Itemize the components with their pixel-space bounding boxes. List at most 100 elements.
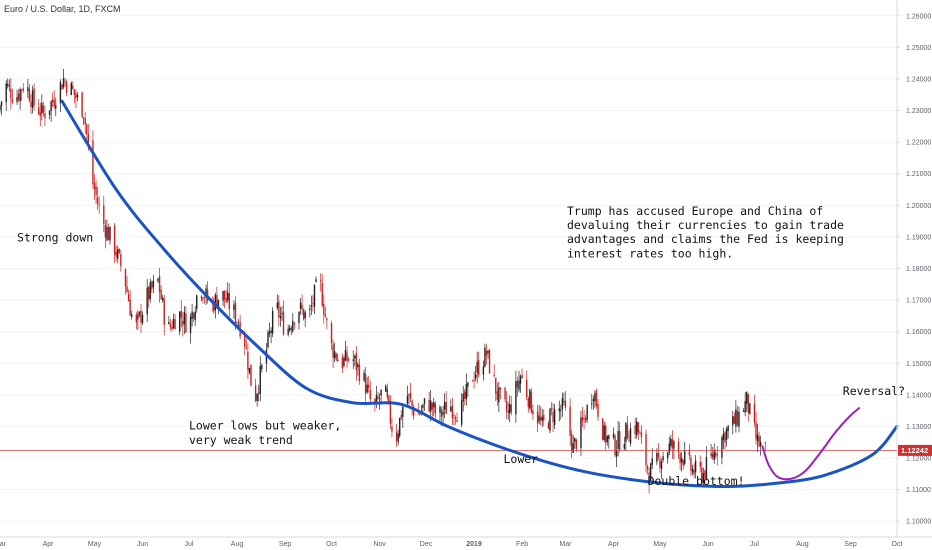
candle-body xyxy=(487,350,489,354)
annotation-text: very weak trend xyxy=(189,433,293,447)
candle xyxy=(301,294,303,315)
x-tick-label: May xyxy=(88,541,102,548)
candle-body xyxy=(423,398,426,405)
candle-body xyxy=(428,399,430,412)
candle-body xyxy=(552,411,554,422)
candle xyxy=(521,368,523,379)
candle xyxy=(742,408,745,412)
candle xyxy=(343,355,345,368)
candle-body xyxy=(465,383,468,400)
candle-body xyxy=(606,436,608,442)
candle xyxy=(673,439,675,460)
candle-body xyxy=(756,434,759,442)
candle-body xyxy=(321,282,323,306)
candle xyxy=(625,422,627,451)
candle-body xyxy=(151,281,153,289)
candle xyxy=(0,104,1,113)
candle xyxy=(646,464,649,475)
candle xyxy=(471,379,474,382)
candle xyxy=(702,467,705,487)
candle-body xyxy=(137,314,139,320)
candle-body xyxy=(417,413,419,415)
candle-body xyxy=(453,415,455,416)
y-tick-label: 1.18000 xyxy=(906,266,931,273)
candle-body xyxy=(0,105,1,111)
candle xyxy=(117,245,119,264)
candle xyxy=(474,366,477,382)
candle xyxy=(152,274,155,294)
candle-body xyxy=(341,357,344,369)
candle xyxy=(75,89,77,109)
candle-body xyxy=(70,83,72,96)
candle xyxy=(744,392,746,417)
candle xyxy=(519,374,522,393)
candle-body xyxy=(507,410,509,413)
candle-body xyxy=(248,367,251,373)
candle xyxy=(258,384,260,402)
candle-body xyxy=(292,320,294,332)
x-tick-label: Jul xyxy=(750,541,759,548)
candle-body xyxy=(86,124,88,135)
x-tick-label: Jul xyxy=(185,541,194,548)
candle xyxy=(759,435,762,456)
candle xyxy=(84,112,86,135)
candle-body xyxy=(227,292,229,301)
candle xyxy=(270,327,272,344)
candle xyxy=(659,455,661,474)
candle xyxy=(505,391,508,419)
candle-body xyxy=(445,401,447,414)
candle-body xyxy=(237,324,240,326)
candle xyxy=(636,417,638,439)
candle xyxy=(293,321,296,330)
candle-body xyxy=(213,302,215,312)
annotation-text: devaluing their currencies to gain trade xyxy=(567,218,844,232)
candle xyxy=(738,406,740,433)
candle xyxy=(508,395,511,423)
candle-body xyxy=(315,279,317,282)
candle xyxy=(716,446,718,466)
candle xyxy=(70,81,72,96)
candle-body xyxy=(701,467,703,482)
candle xyxy=(160,285,162,301)
candle xyxy=(657,443,660,461)
candle xyxy=(618,422,621,453)
candle xyxy=(189,313,192,344)
candle-body xyxy=(563,401,565,402)
candle-body xyxy=(141,314,144,324)
candle-body xyxy=(62,78,65,88)
candle xyxy=(22,83,24,94)
candle-body xyxy=(460,400,463,425)
candle-body xyxy=(478,360,480,376)
candle-body xyxy=(302,308,305,320)
candle-body xyxy=(560,409,562,411)
candle xyxy=(227,282,229,303)
candle-body xyxy=(688,449,691,456)
candle xyxy=(98,195,100,214)
candle-body xyxy=(550,407,553,410)
candle-body xyxy=(261,365,263,370)
trend-curve xyxy=(60,99,899,489)
candle xyxy=(476,351,478,384)
candle-body xyxy=(595,390,598,407)
candle-body xyxy=(704,470,706,479)
candle xyxy=(279,306,282,327)
candle xyxy=(710,444,712,459)
candle-body xyxy=(482,366,485,375)
candle-body xyxy=(352,359,354,361)
candle-body xyxy=(95,186,97,195)
candle-body xyxy=(216,295,218,308)
candle xyxy=(552,402,554,433)
candle xyxy=(464,388,466,406)
candle xyxy=(431,402,433,420)
candle xyxy=(445,391,447,415)
candle xyxy=(169,318,172,331)
candle xyxy=(168,316,170,325)
candle-body xyxy=(485,350,488,356)
candle-body xyxy=(200,296,203,298)
candle-body xyxy=(656,452,658,462)
candle xyxy=(478,351,480,378)
candle xyxy=(182,311,184,337)
x-tick-label: Jun xyxy=(137,541,148,548)
candle-body xyxy=(758,436,760,447)
